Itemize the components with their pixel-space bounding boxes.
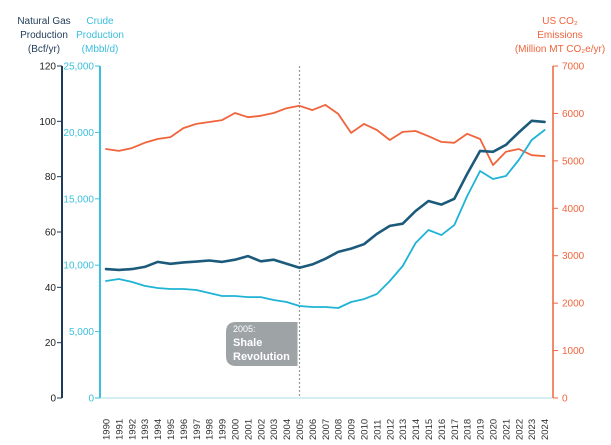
x-tick-label: 2010 <box>360 419 371 440</box>
x-tick-label: 1997 <box>192 419 203 440</box>
x-tick-label: 1992 <box>127 419 138 440</box>
callout-label-line: Revolution <box>233 351 290 363</box>
x-tick-label: 2018 <box>463 419 474 440</box>
crude-axis: 0 5,000 10,000 15,000 20,000 25,000 <box>63 62 101 405</box>
shale-revolution-callout: 2005: Shale Revolution <box>226 322 298 366</box>
x-tick-label: 2023 <box>527 419 538 440</box>
co2-tick-label: 5000 <box>562 156 585 167</box>
series-line-gas <box>104 119 546 272</box>
co2-tick-label: 0 <box>562 394 568 405</box>
crude-tick-label: 0 <box>88 394 94 405</box>
x-tick-label: 2003 <box>269 419 280 440</box>
gas-axis-title-line-3: (Bcf/yr) <box>28 44 60 55</box>
x-tick-label: 2019 <box>476 419 487 440</box>
x-tick-label: 2009 <box>347 419 358 440</box>
gas-tick-label: 120 <box>39 62 56 73</box>
x-tick-label: 2001 <box>243 419 254 440</box>
x-tick-label: 2017 <box>450 419 461 440</box>
x-tick-label: 1994 <box>153 419 164 440</box>
crude-tick-label: 20,000 <box>63 128 94 139</box>
crude-tick-label: 25,000 <box>63 62 94 73</box>
crude-axis-title-line-1: Crude <box>86 16 114 27</box>
gas-tick-label: 60 <box>45 228 57 239</box>
x-tick-label: 2021 <box>501 419 512 440</box>
x-tick-label: 2005 <box>295 419 306 440</box>
x-tick-label: 2020 <box>489 419 500 440</box>
x-tick-label: 2007 <box>321 419 332 440</box>
co2-tick-label: 3000 <box>562 251 585 262</box>
x-tick-label: 1995 <box>166 419 177 440</box>
co2-axis-title-line-3: (Million MT CO₂e/yr) <box>515 44 605 55</box>
crude-axis-title-line-2: Production <box>76 30 124 41</box>
crude-tick-label: 5,000 <box>69 327 94 338</box>
gas-axis-title-line-2: Production <box>20 30 68 41</box>
x-tick-label: 2013 <box>398 419 409 440</box>
co2-axis-title: US CO₂ Emissions (Million MT CO₂e/yr) <box>515 16 605 55</box>
series-co2 <box>105 104 546 167</box>
x-tick-label: 2012 <box>385 419 396 440</box>
x-tick-label: 2011 <box>372 420 383 440</box>
gas-axis-title-line-1: Natural Gas <box>17 16 70 27</box>
gas-tick-label: 100 <box>39 117 56 128</box>
co2-axis: 0 1000 2000 3000 4000 5000 6000 7000 <box>552 62 585 405</box>
x-tick-label: 2015 <box>424 419 435 440</box>
series-line-co2 <box>105 104 546 167</box>
x-tick-label: 2004 <box>282 419 293 440</box>
co2-axis-title-line-1: US CO₂ <box>542 16 578 27</box>
x-tick-label: 2002 <box>256 419 267 440</box>
gas-axis: 0 20 40 60 80 100 120 <box>39 62 63 405</box>
gas-axis-title: Natural Gas Production (Bcf/yr) <box>17 16 70 55</box>
callout-box <box>226 322 298 366</box>
gas-tick-label: 80 <box>45 172 57 183</box>
co2-axis-title-line-2: Emissions <box>537 30 583 41</box>
series-gas <box>104 119 546 272</box>
x-tick-label: 2022 <box>514 419 525 440</box>
x-tick-label: 1993 <box>140 419 151 440</box>
callout-year: 2005: <box>233 324 256 334</box>
x-tick-label: 1998 <box>205 419 216 440</box>
gas-tick-label: 20 <box>45 338 57 349</box>
series-line-crude <box>105 129 546 309</box>
co2-tick-label: 6000 <box>562 109 585 120</box>
x-tick-label: 1996 <box>179 419 190 440</box>
co2-tick-label: 1000 <box>562 346 585 357</box>
callout-label-line: Shale <box>233 337 262 349</box>
x-tick-label: 1999 <box>218 419 229 440</box>
x-tick-label: 1991 <box>114 419 125 440</box>
x-tick-label: 2016 <box>437 419 448 440</box>
gas-tick-label: 40 <box>45 283 57 294</box>
crude-axis-title: Crude Production (Mbbl/d) <box>76 16 124 55</box>
x-tick-label: 1990 <box>102 419 113 440</box>
crude-axis-title-line-3: (Mbbl/d) <box>82 44 119 55</box>
x-tick-label: 2024 <box>540 419 551 440</box>
x-tick-label: 2006 <box>308 419 319 440</box>
x-tick-label: 2008 <box>334 419 345 440</box>
co2-tick-label: 2000 <box>562 299 585 310</box>
crude-tick-label: 10,000 <box>63 261 94 272</box>
x-tick-label: 2000 <box>231 419 242 440</box>
crude-tick-label: 15,000 <box>63 194 94 205</box>
series-crude <box>105 129 546 309</box>
co2-tick-label: 7000 <box>562 62 585 73</box>
x-tick-label: 2014 <box>411 419 422 440</box>
gas-tick-label: 0 <box>50 394 56 405</box>
co2-tick-label: 4000 <box>562 204 585 215</box>
